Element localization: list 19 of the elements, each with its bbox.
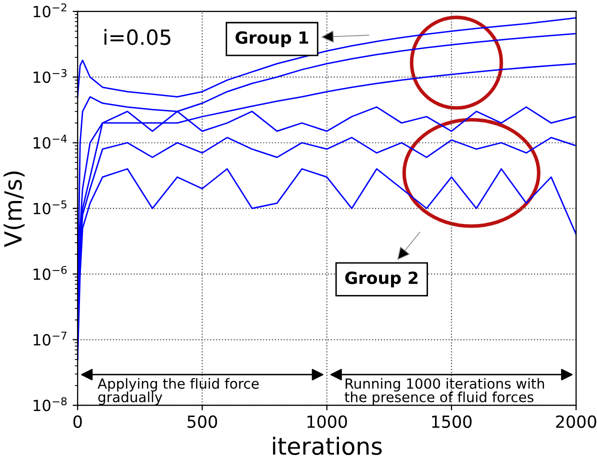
y-axis-title: V(m/s) (4, 172, 25, 248)
x-tick-label: 1500 (432, 415, 472, 428)
annotation: Group 2 (345, 272, 418, 288)
x-axis-title: iterations (273, 436, 382, 456)
x-tick-label: 1000 (307, 415, 347, 428)
annotation: i=0.05 (104, 28, 170, 46)
y-tick-label: 10$^{−2}$ (34, 3, 66, 18)
y-tick-label: 10$^{−6}$ (34, 266, 67, 280)
x-tick-label: 0 (73, 415, 82, 428)
annotation: Applying the fluid force gradually (98, 378, 259, 405)
y-tick-label: 10$^{−7}$ (34, 332, 66, 346)
annotation: Group 1 (236, 31, 308, 48)
y-tick-label: 10$^{−3}$ (34, 69, 66, 83)
x-tick-label: 2000 (556, 415, 596, 428)
y-tick-label: 10$^{−5}$ (34, 200, 66, 214)
x-tick-label: 500 (188, 415, 218, 428)
y-tick-label: 10$^{−8}$ (34, 397, 67, 412)
y-tick-label: 10$^{−4}$ (34, 134, 67, 149)
annotation: Running 1000 iterations with the presence of fluid forces (344, 378, 544, 405)
